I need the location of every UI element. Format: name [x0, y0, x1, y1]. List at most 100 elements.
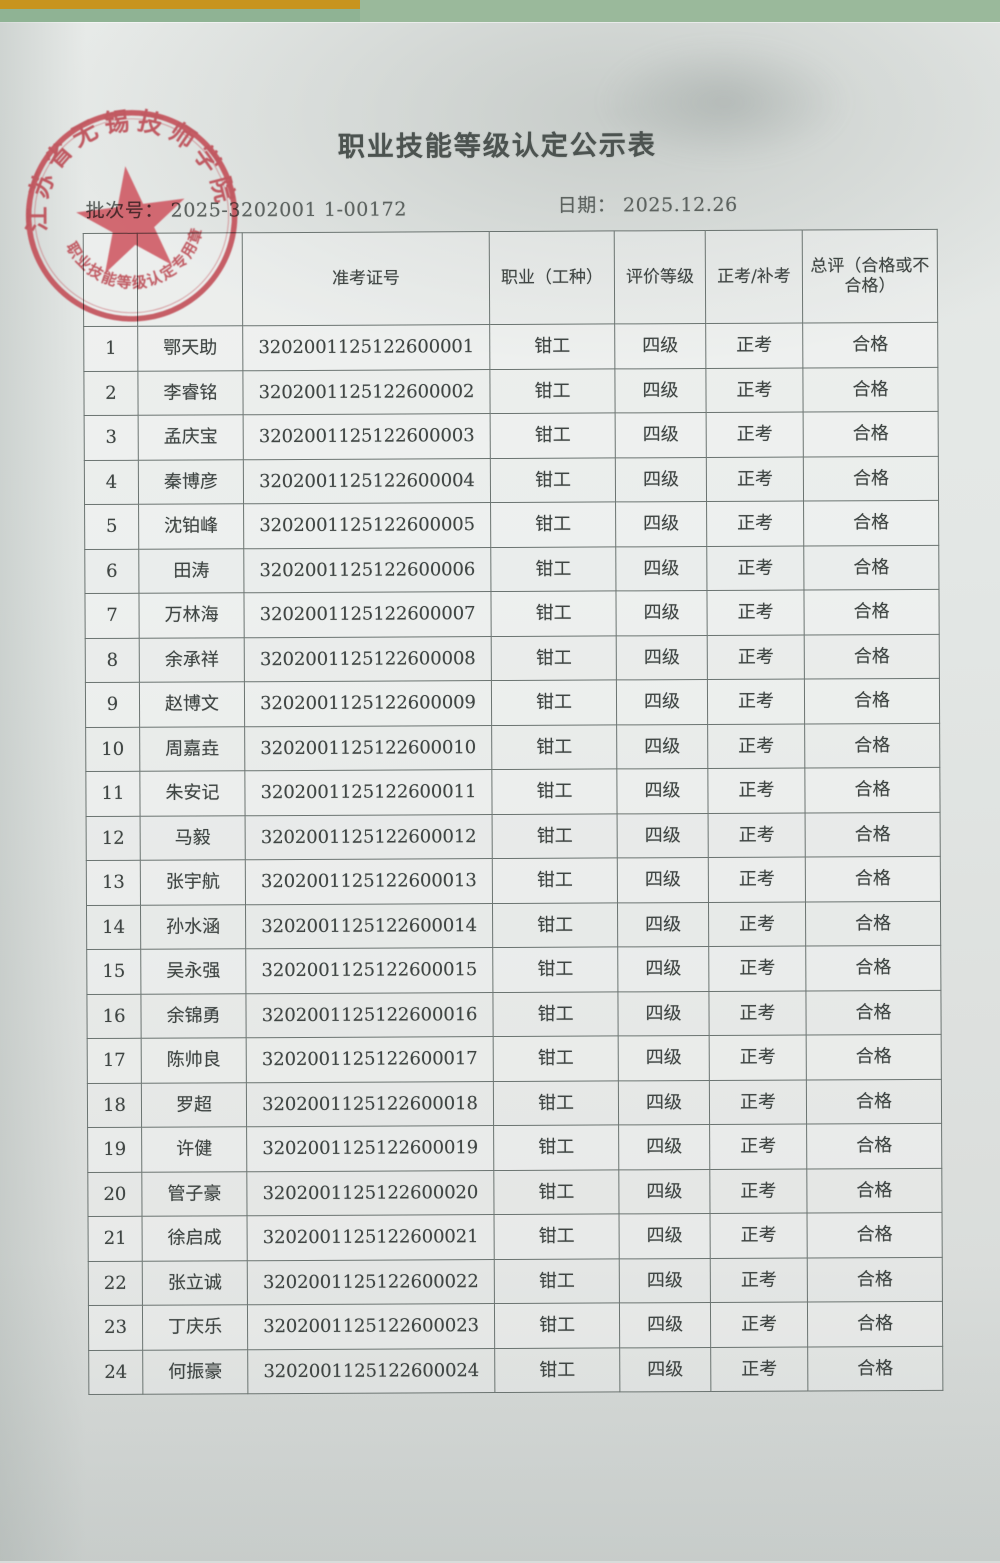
- row-occupation: 钳工: [490, 412, 616, 459]
- row-occupation: 钳工: [494, 1302, 620, 1349]
- row-result: 合格: [806, 1123, 942, 1169]
- row-exam-type: 正考: [706, 501, 804, 546]
- row-name: 赵博文: [139, 681, 245, 727]
- row-exam-type: 正考: [705, 323, 803, 368]
- row-occupation: 钳工: [492, 813, 618, 859]
- row-index: 1: [83, 326, 138, 372]
- row-exam-type: 正考: [708, 990, 807, 1036]
- row-level: 四级: [616, 634, 708, 680]
- row-code: 3202001125122600006: [243, 547, 491, 593]
- row-code: 3202001125122600012: [245, 814, 493, 860]
- column-header-level: 评价等级: [614, 230, 706, 324]
- row-result: 合格: [803, 500, 939, 546]
- row-occupation: 钳工: [489, 368, 616, 414]
- table-header: 准考证号 职业（工种） 评价等级 正考/补考 总评（合格或不合格）: [83, 229, 938, 327]
- row-exam-type: 正考: [708, 857, 806, 902]
- row-result: 合格: [804, 678, 940, 724]
- table-row: 18 罗超 3202001125122600018 钳工 四级 正考 合格: [87, 1078, 942, 1128]
- table-row: 11 朱安记 3202001125122600011 钳工 四级 正考 合格: [85, 767, 941, 817]
- row-name: 余锦勇: [140, 993, 247, 1039]
- date-line: 日期： 2025.12.26: [557, 193, 738, 217]
- row-exam-type: 正考: [707, 634, 805, 680]
- row-name: 马毅: [140, 815, 246, 861]
- table-row: 17 陈帅良 3202001125122600017 钳工 四级 正考 合格: [87, 1034, 942, 1084]
- row-result: 合格: [805, 856, 941, 902]
- row-index: 5: [84, 504, 139, 550]
- row-name: 李睿铭: [137, 370, 244, 416]
- row-index: 6: [84, 548, 139, 594]
- row-occupation: 钳工: [494, 1258, 620, 1304]
- row-exam-type: 正考: [710, 1302, 808, 1347]
- row-code: 3202001125122600003: [243, 413, 491, 460]
- table-row: 9 赵博文 3202001125122600009 钳工 四级 正考 合格: [85, 678, 940, 728]
- table-row: 7 万林海 3202001125122600007 钳工 四级 正考 合格: [84, 589, 940, 639]
- row-result: 合格: [803, 544, 939, 591]
- row-name: 田涛: [138, 548, 244, 594]
- row-code: 3202001125122600023: [247, 1303, 495, 1350]
- row-result: 合格: [806, 1034, 942, 1080]
- row-occupation: 钳工: [491, 679, 617, 726]
- table-row: 19 许健 3202001125122600019 钳工 四级 正考 合格: [87, 1123, 942, 1173]
- row-level: 四级: [616, 768, 709, 814]
- row-name: 余承祥: [139, 637, 245, 683]
- table-header-row: 准考证号 职业（工种） 评价等级 正考/补考 总评（合格或不合格）: [83, 229, 938, 327]
- row-exam-type: 正考: [707, 679, 805, 724]
- row-name: 万林海: [138, 592, 245, 638]
- row-occupation: 钳工: [493, 1169, 620, 1215]
- row-result: 合格: [803, 455, 939, 502]
- paper-shadow-bottom: [0, 1261, 1000, 1561]
- row-index: 15: [86, 949, 141, 995]
- batch-number-line: 批次号： 2025-3202001 1-00172: [85, 198, 408, 223]
- row-occupation: 钳工: [492, 991, 619, 1037]
- table-row: 6 田涛 3202001125122600006 钳工 四级 正考 合格: [84, 544, 939, 594]
- row-occupation: 钳工: [493, 1035, 619, 1082]
- row-level: 四级: [619, 1302, 711, 1348]
- row-occupation: 钳工: [493, 1124, 619, 1171]
- row-level: 四级: [616, 679, 708, 725]
- row-code: 3202001125122600001: [242, 324, 490, 371]
- table-row: 23 丁庆乐 3202001125122600023 钳工 四级 正考 合格: [88, 1301, 943, 1351]
- column-header-exam-type: 正考/补考: [705, 230, 803, 324]
- row-level: 四级: [618, 1079, 710, 1125]
- row-occupation: 钳工: [494, 1347, 620, 1393]
- row-level: 四级: [615, 590, 708, 636]
- row-name: 朱安记: [139, 770, 246, 816]
- row-code: 3202001125122600015: [245, 947, 493, 994]
- row-result: 合格: [805, 989, 942, 1036]
- table-row: 5 沈铂峰 3202001125122600005 钳工 四级 正考 合格: [84, 500, 939, 550]
- row-name: 管子豪: [141, 1171, 248, 1217]
- row-index: 2: [83, 370, 139, 416]
- row-result: 合格: [803, 411, 939, 457]
- row-result: 合格: [807, 1345, 943, 1392]
- row-occupation: 钳工: [489, 323, 615, 370]
- row-name: 吴永强: [140, 948, 246, 994]
- row-code: 3202001125122600009: [244, 680, 492, 727]
- row-exam-type: 正考: [707, 723, 805, 769]
- certification-table: 准考证号 职业（工种） 评价等级 正考/补考 总评（合格或不合格） 1 鄂天助 32…: [82, 228, 944, 1396]
- row-level: 四级: [615, 456, 707, 502]
- row-exam-type: 正考: [709, 1079, 807, 1125]
- row-index: 10: [85, 726, 140, 772]
- table-row: 1 鄂天助 3202001125122600001 钳工 四级 正考 合格: [83, 322, 938, 372]
- row-occupation: 钳工: [492, 857, 618, 904]
- row-name: 张宇航: [140, 859, 246, 905]
- row-level: 四级: [617, 812, 709, 858]
- row-level: 四级: [619, 1257, 711, 1303]
- row-index: 22: [88, 1260, 143, 1306]
- row-index: 23: [88, 1305, 143, 1351]
- row-name: 鄂天助: [137, 325, 243, 371]
- row-exam-type: 正考: [706, 590, 805, 635]
- row-level: 四级: [617, 857, 709, 903]
- row-result: 合格: [805, 945, 941, 991]
- row-level: 四级: [615, 412, 707, 458]
- row-index: 13: [86, 860, 141, 906]
- row-exam-type: 正考: [710, 1346, 808, 1392]
- row-name: 孙水涵: [140, 904, 246, 950]
- row-index: 18: [87, 1082, 142, 1128]
- row-occupation: 钳工: [491, 724, 617, 770]
- row-index: 20: [87, 1171, 143, 1217]
- row-code: 3202001125122600007: [243, 591, 492, 638]
- desk-gold-band: [0, 0, 360, 9]
- table-row: 8 余承祥 3202001125122600008 钳工 四级 正考 合格: [85, 633, 940, 683]
- row-code: 3202001125122600016: [245, 992, 494, 1038]
